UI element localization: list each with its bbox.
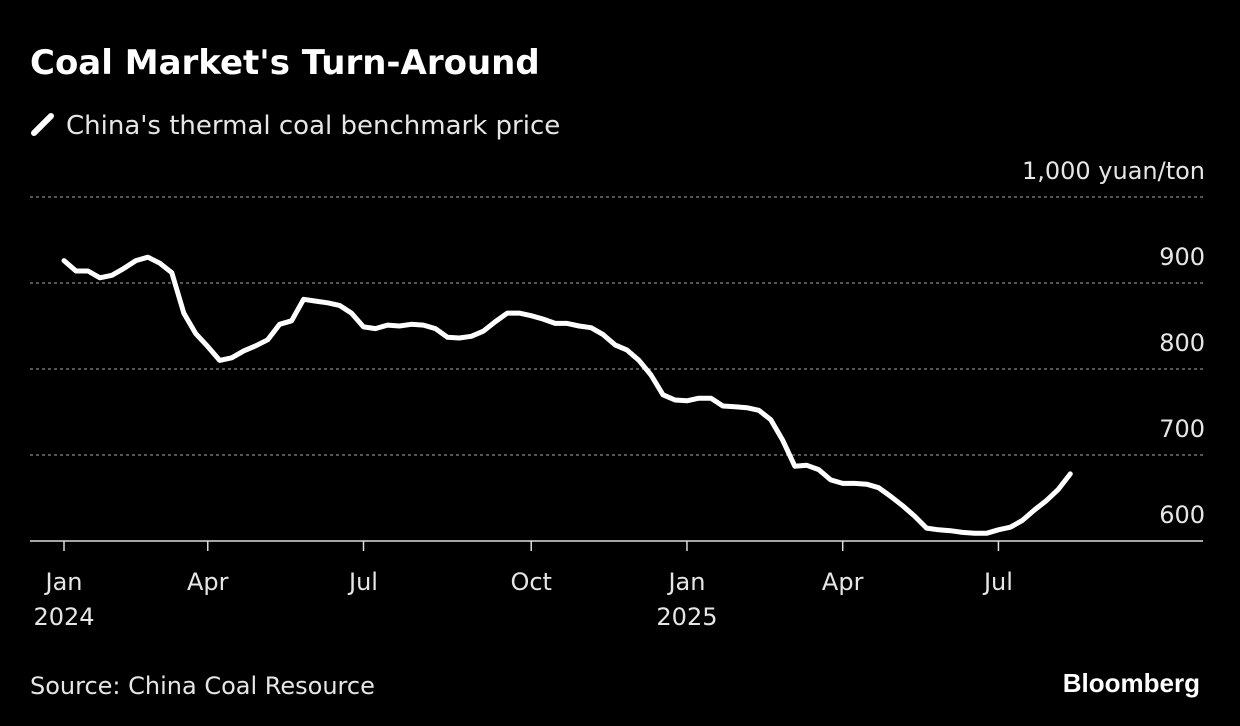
y-tick-label: 1,000 yuan/ton: [1022, 157, 1205, 185]
x-tick-label: Jan: [44, 568, 83, 596]
x-year-label: 2024: [33, 603, 94, 631]
x-year-label: 2025: [656, 603, 717, 631]
x-tick-label: Oct: [510, 568, 552, 596]
x-tick-label: Jul: [982, 568, 1013, 596]
y-tick-label: 700: [1159, 415, 1205, 443]
x-tick-label: Apr: [822, 568, 864, 596]
y-tick-label: 600: [1159, 501, 1205, 529]
source: Source: China Coal Resource: [30, 672, 375, 700]
line-series: [61, 254, 1073, 536]
y-tick-label: 800: [1159, 329, 1205, 357]
legend-label: China's thermal coal benchmark price: [66, 111, 560, 141]
x-tick-label: Jul: [347, 568, 378, 596]
x-tick-label: Jan: [666, 568, 705, 596]
brand: Bloomberg: [1063, 668, 1200, 698]
legend-swatch: [31, 113, 54, 136]
chart-title: Coal Market's Turn-Around: [30, 43, 540, 83]
y-tick-label: 900: [1159, 243, 1205, 271]
x-tick-label: Apr: [187, 568, 229, 596]
